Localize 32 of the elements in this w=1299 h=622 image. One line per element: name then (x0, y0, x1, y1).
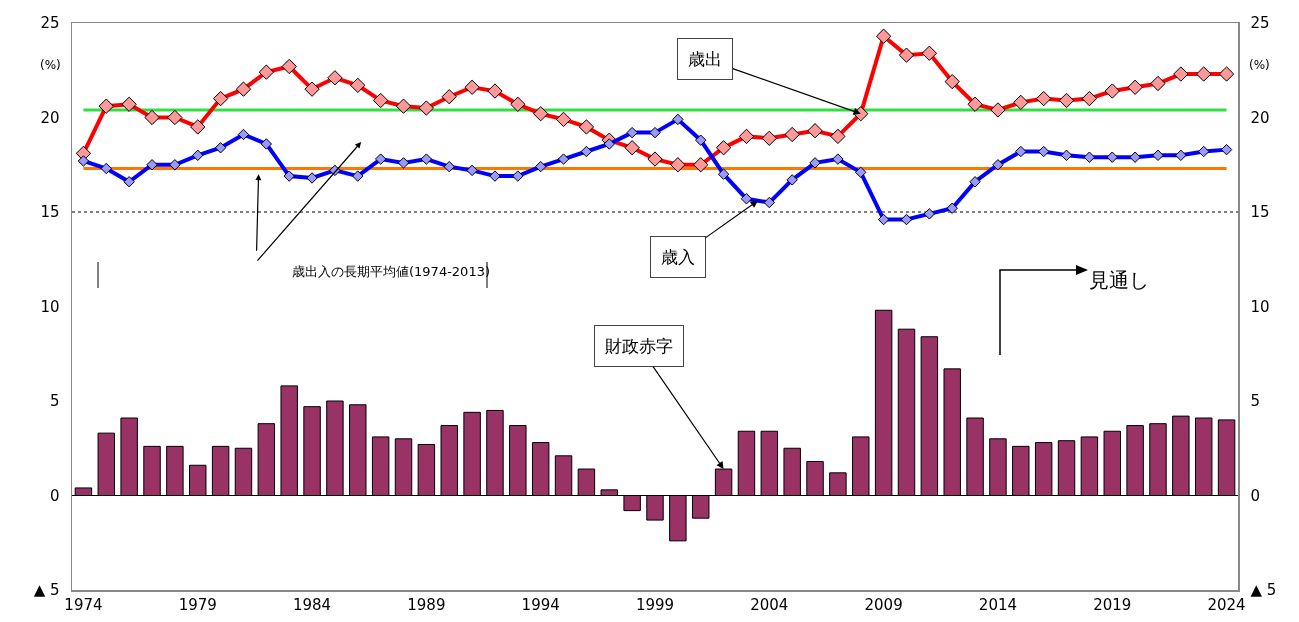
y-tick-label: 25 (40, 14, 60, 33)
x-tick-label: 1974 (64, 595, 103, 614)
x-tick-label: 1989 (407, 595, 446, 614)
text: 歳出 (688, 49, 722, 69)
y2-tick-label: 20 (1250, 108, 1270, 127)
x-tick-label: 2024 (1207, 595, 1246, 614)
y-tick-label: ▲ 5 (33, 581, 60, 600)
y-tick-label: 0 (49, 486, 60, 505)
x-tick-label: 1994 (521, 595, 560, 614)
y2-tick-label: 5 (1250, 392, 1261, 411)
y2-axis-title: (%) (1249, 58, 1270, 72)
y-tick-label: 10 (40, 297, 60, 316)
x-tick-label: 2004 (750, 595, 789, 614)
x-tick-label: 1984 (292, 595, 332, 614)
y2-tick-label: ▲ 5 (1250, 581, 1277, 600)
y-axis-title: (%) (40, 58, 61, 72)
x-tick-label: 1999 (635, 595, 675, 614)
annotation: 見通し (1089, 268, 1149, 292)
text: 歳入 (661, 247, 695, 267)
x-tick-label: 1979 (178, 595, 217, 614)
y2-tick-label: 0 (1250, 486, 1261, 505)
y-tick-label: 20 (40, 108, 60, 127)
y2-tick-label: 10 (1250, 297, 1270, 316)
x-tick-label: 2009 (864, 595, 903, 614)
y-tick-label: 5 (49, 392, 60, 411)
y-tick-label: 15 (40, 203, 60, 222)
x-tick-label: 2014 (978, 595, 1018, 614)
text: 財政赤字 (605, 336, 673, 356)
annotation: 歳出入の長期平均値(1974-2013) (292, 264, 491, 279)
y2-tick-label: 15 (1250, 203, 1270, 222)
y2-tick-label: 25 (1250, 14, 1270, 33)
x-tick-label: 2019 (1093, 595, 1132, 614)
